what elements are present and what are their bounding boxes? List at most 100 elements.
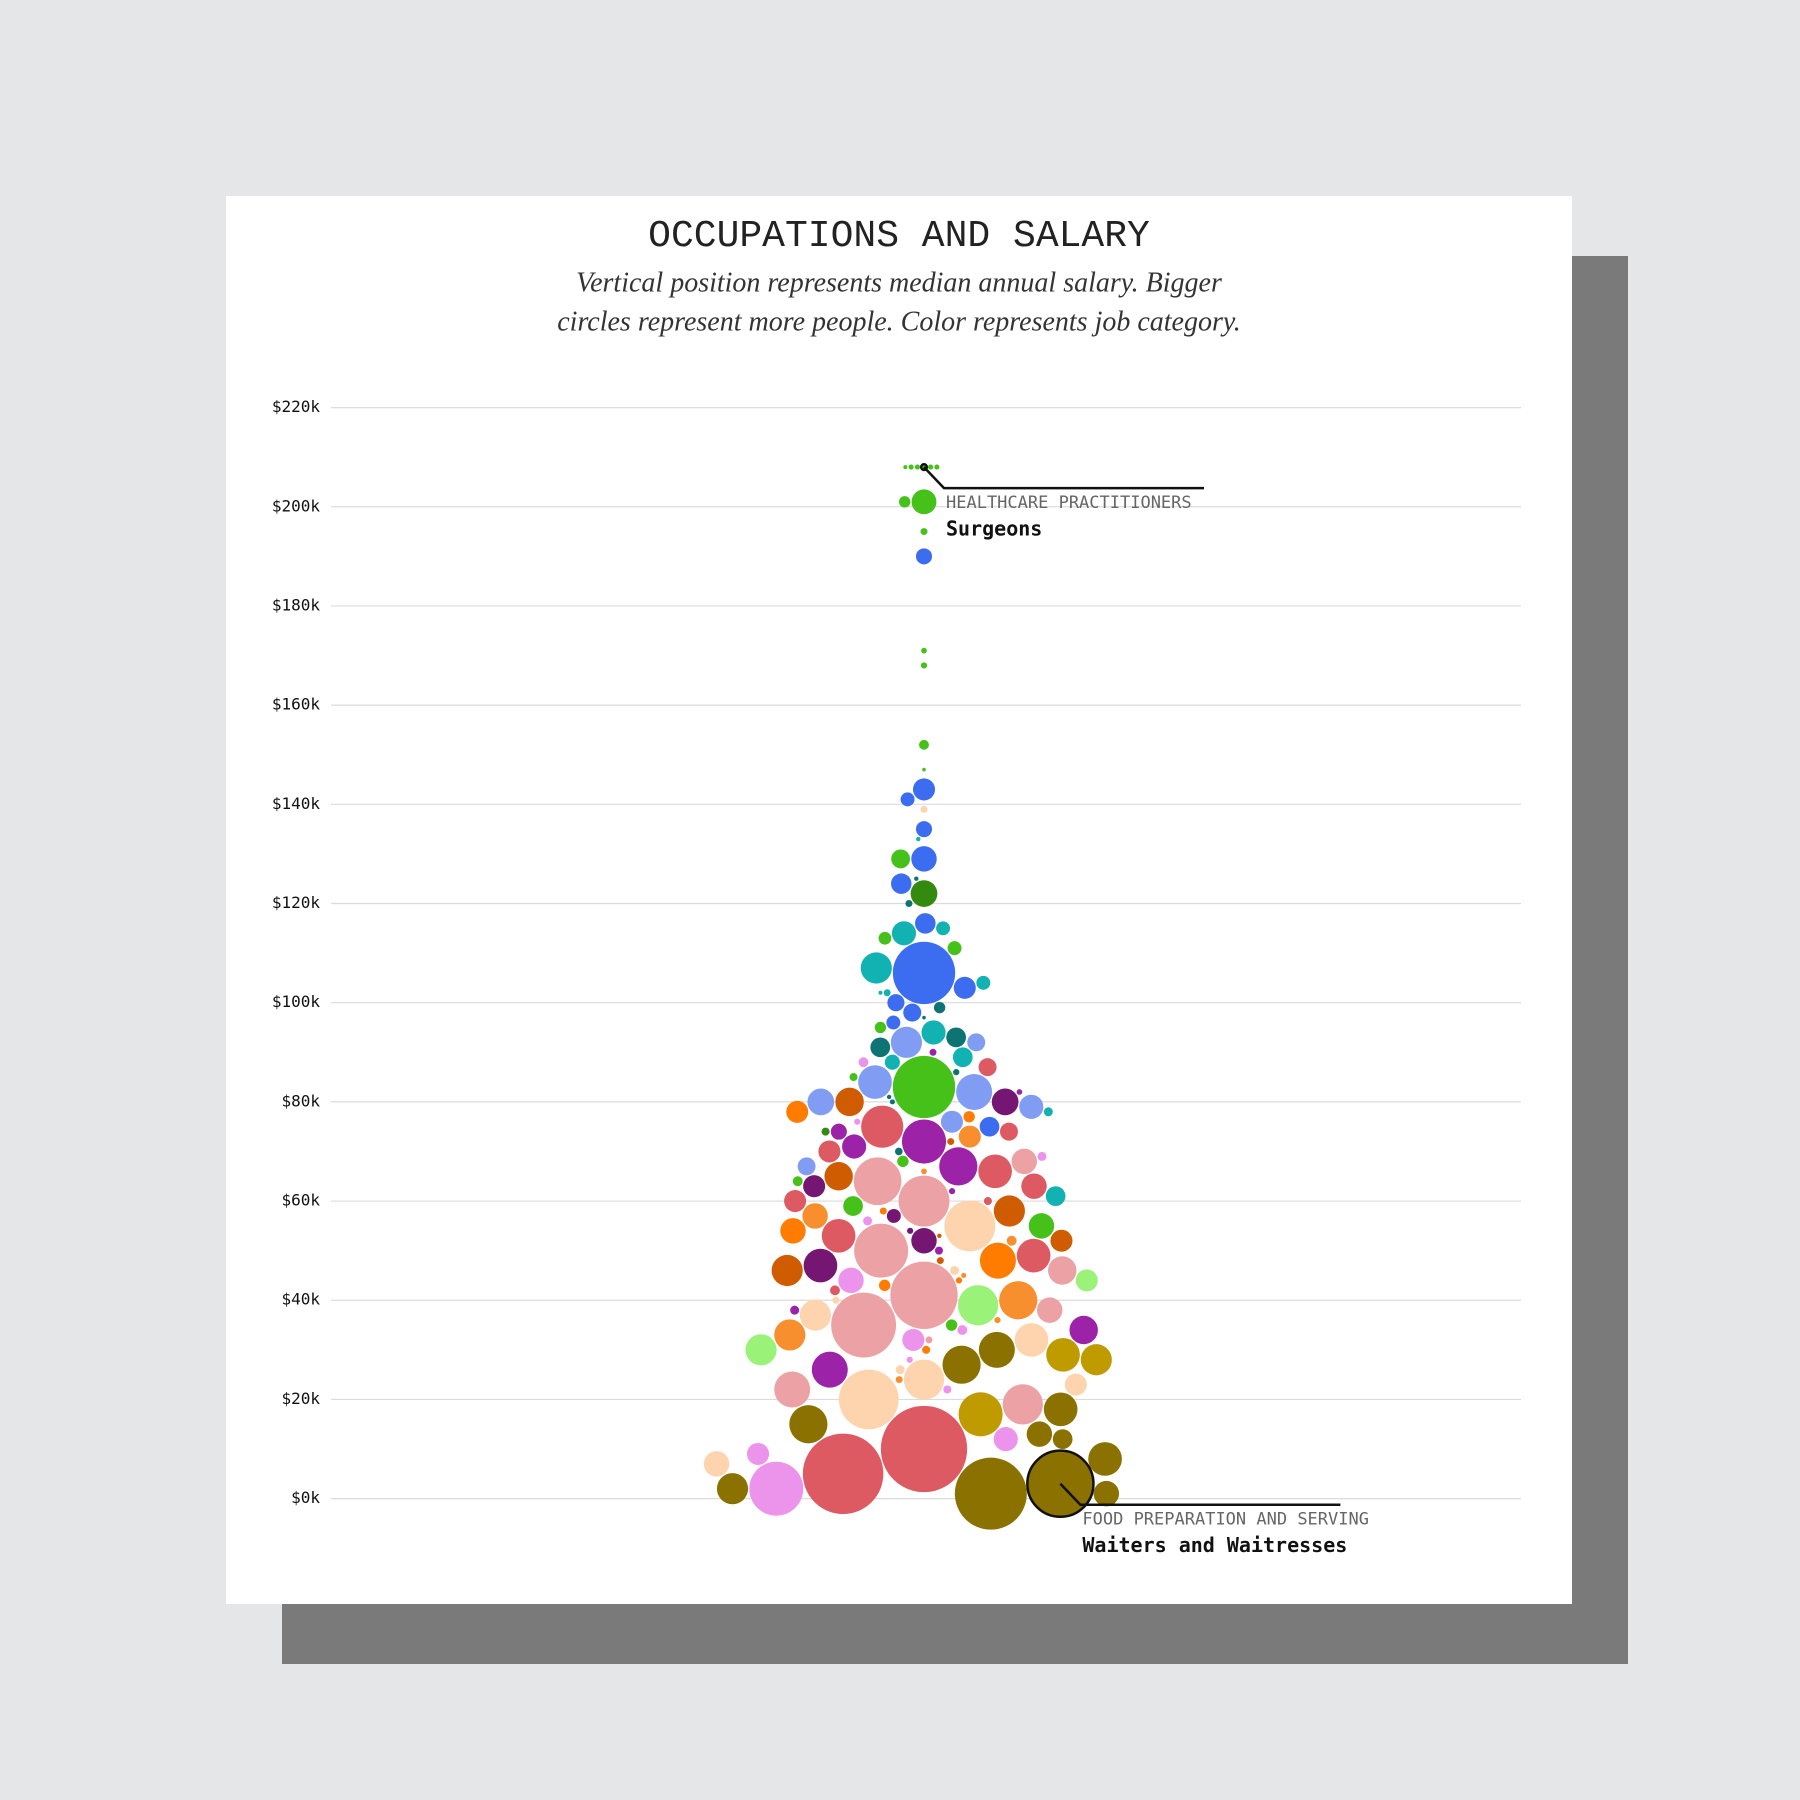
annotation-category: FOOD PREPARATION AND SERVING	[1082, 1510, 1369, 1530]
bubble	[890, 1026, 923, 1058]
bubble	[849, 1073, 858, 1082]
bubbles	[703, 463, 1122, 1530]
bubble	[821, 1218, 856, 1253]
bubble	[784, 1190, 807, 1213]
bubble	[945, 1319, 958, 1331]
bubble	[874, 1021, 887, 1034]
bubble	[955, 1277, 963, 1284]
bubble	[1050, 1229, 1073, 1252]
bubble	[1026, 1421, 1053, 1447]
bubble	[824, 1162, 853, 1191]
bubble	[921, 1168, 927, 1175]
bubble	[999, 1122, 1018, 1141]
bubble	[1075, 1269, 1098, 1292]
bubble	[818, 1140, 841, 1163]
y-tick-label: $100k	[272, 992, 321, 1011]
bubble	[854, 1118, 861, 1125]
bubble	[911, 846, 937, 872]
bubble	[1043, 1392, 1078, 1427]
bubble	[933, 1001, 946, 1014]
bubble	[774, 1319, 806, 1351]
bubble	[920, 528, 928, 536]
chart-subtitle: Vertical position represents median annu…	[576, 267, 1222, 298]
bubble	[925, 1336, 933, 1344]
bubble	[963, 1111, 975, 1123]
bubble	[914, 876, 919, 881]
bubble	[747, 1442, 770, 1466]
bubble	[958, 1392, 1003, 1437]
bubble	[884, 1054, 900, 1070]
bubble	[928, 464, 934, 470]
bubble	[903, 465, 908, 470]
bubble	[907, 1227, 914, 1234]
bubble	[1019, 1094, 1044, 1119]
bubble	[749, 1461, 804, 1516]
bubble	[946, 1027, 966, 1048]
bubble	[937, 1233, 942, 1238]
bubble	[895, 1147, 903, 1156]
chart-subtitle: circles represent more people. Color rep…	[557, 306, 1241, 337]
bubble	[830, 1123, 847, 1140]
bubble	[1048, 1256, 1077, 1285]
bubble	[929, 1048, 937, 1056]
bubble	[943, 1385, 952, 1394]
bubble	[899, 496, 911, 508]
bubble	[716, 1473, 749, 1505]
bubble	[1016, 1089, 1023, 1095]
bubble	[797, 1157, 816, 1176]
bubble	[799, 1299, 831, 1331]
bubble	[942, 1345, 981, 1384]
bubble	[842, 1134, 867, 1159]
bubble	[908, 464, 914, 470]
bubble	[958, 1125, 981, 1148]
bubble	[999, 1281, 1038, 1320]
bubble	[790, 1305, 800, 1315]
y-tick-label: $220k	[272, 397, 321, 416]
annotation-line	[1059, 1482, 1341, 1506]
bubble	[936, 1257, 944, 1265]
bubble	[911, 489, 937, 515]
bubble	[1046, 1337, 1080, 1372]
bubble	[901, 1119, 947, 1164]
bubble	[843, 1196, 863, 1216]
annotation-category: HEALTHCARE PRACTITIONERS	[946, 493, 1192, 513]
bubble	[774, 1371, 811, 1408]
y-tick-label: $20k	[281, 1389, 320, 1408]
bubble	[903, 1003, 922, 1022]
bubble	[957, 1285, 999, 1326]
bubble	[1016, 1238, 1051, 1273]
bubble	[910, 880, 938, 907]
annotations: HEALTHCARE PRACTITIONERS Surgeons FOOD PRE…	[923, 466, 1369, 1557]
bubble	[1088, 1442, 1122, 1476]
bubble	[916, 836, 921, 842]
bubble	[886, 1208, 901, 1223]
bubble	[920, 662, 928, 669]
bubble	[921, 647, 927, 654]
bubble	[921, 1020, 946, 1045]
bubble	[830, 1285, 840, 1296]
bubble	[792, 1176, 803, 1187]
bubble	[887, 994, 905, 1012]
bubble	[1069, 1315, 1098, 1345]
bubble	[922, 767, 926, 772]
bubble	[895, 1365, 905, 1375]
bubble	[1002, 1384, 1043, 1425]
y-tick-label: $180k	[272, 595, 321, 614]
bubble	[922, 1345, 931, 1354]
bubble	[902, 1328, 925, 1351]
y-tick-label: $40k	[281, 1290, 320, 1309]
annotation-label: Surgeons	[946, 517, 1042, 541]
bubble	[858, 1057, 869, 1068]
bubble	[906, 1356, 913, 1363]
bubble	[967, 1033, 986, 1052]
bubble	[786, 1100, 809, 1123]
bubble	[1028, 1213, 1055, 1239]
y-tick-label: $0k	[291, 1488, 320, 1507]
bubble	[1064, 1373, 1087, 1396]
bubble	[994, 1316, 1001, 1324]
bubble	[883, 989, 891, 997]
bubble	[939, 1147, 978, 1186]
bubble	[895, 1376, 903, 1384]
bubble	[878, 990, 883, 995]
